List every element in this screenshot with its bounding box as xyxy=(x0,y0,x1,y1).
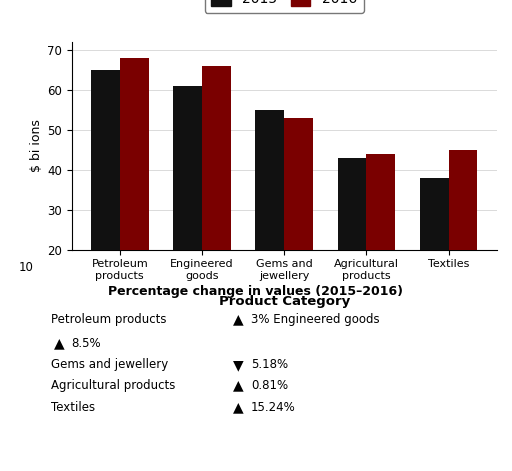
Text: ▲: ▲ xyxy=(233,378,243,392)
Text: 8.5%: 8.5% xyxy=(72,337,101,350)
Bar xyxy=(420,178,449,329)
Bar xyxy=(337,158,367,329)
Bar xyxy=(120,58,148,329)
Bar xyxy=(367,154,395,329)
Text: 3% Engineered goods: 3% Engineered goods xyxy=(251,313,379,326)
Text: 15.24%: 15.24% xyxy=(251,401,295,414)
Bar xyxy=(255,110,284,329)
Text: 10: 10 xyxy=(18,261,33,275)
Text: Percentage change in values (2015–2016): Percentage change in values (2015–2016) xyxy=(109,285,403,298)
Text: Gems and jewellery: Gems and jewellery xyxy=(51,358,168,371)
Text: ▼: ▼ xyxy=(233,358,243,372)
Legend: 2015, 2016: 2015, 2016 xyxy=(204,0,364,13)
X-axis label: Product Category: Product Category xyxy=(219,295,350,308)
Text: 5.18%: 5.18% xyxy=(251,358,288,371)
Text: ▲: ▲ xyxy=(233,312,243,326)
Text: Petroleum products: Petroleum products xyxy=(51,313,167,326)
Y-axis label: $ bi ions: $ bi ions xyxy=(30,120,43,172)
Bar xyxy=(91,70,120,329)
Bar xyxy=(449,150,477,329)
Bar xyxy=(173,86,202,329)
Text: Agricultural products: Agricultural products xyxy=(51,379,176,392)
Text: ▲: ▲ xyxy=(54,337,64,351)
Text: Textiles: Textiles xyxy=(51,401,95,414)
Text: ▲: ▲ xyxy=(233,400,243,414)
Bar xyxy=(202,66,231,329)
Bar xyxy=(284,118,313,329)
Text: 0.81%: 0.81% xyxy=(251,379,288,392)
